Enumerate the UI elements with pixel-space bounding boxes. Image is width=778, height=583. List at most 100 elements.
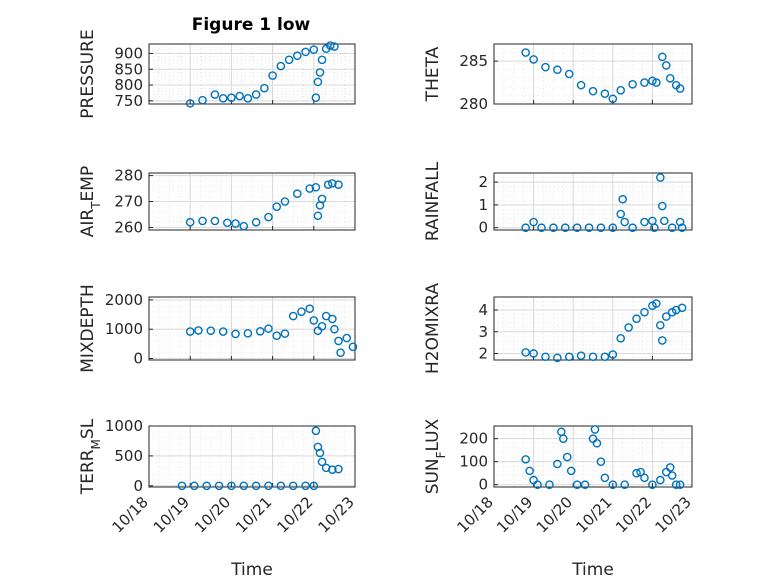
- data-point: [588, 86, 598, 96]
- data-point: [202, 481, 211, 491]
- data-point: [656, 173, 665, 182]
- data-point: [243, 329, 253, 338]
- axes-box: [148, 43, 356, 105]
- data-point: [315, 448, 325, 458]
- data-point: [667, 471, 677, 480]
- data-point: [553, 65, 562, 75]
- y-axis-label: RAINFALL: [423, 161, 443, 241]
- data-point: [288, 481, 298, 491]
- x-tick-label: 10/22: [612, 493, 655, 536]
- data-point: [301, 47, 310, 57]
- data-point: [317, 55, 327, 65]
- data-point: [198, 95, 207, 105]
- data-point: [529, 217, 538, 227]
- data-point: [342, 333, 352, 343]
- data-point: [317, 457, 327, 467]
- data-point: [675, 217, 685, 227]
- data-point: [218, 327, 228, 336]
- data-point: [194, 326, 203, 335]
- data-point: [608, 350, 618, 359]
- x-tick-label: 10/21: [232, 493, 275, 536]
- data-point: [600, 473, 610, 483]
- data-point: [313, 211, 323, 221]
- data-point: [264, 324, 273, 333]
- y-axis-label: MIXDEPTH: [78, 284, 98, 373]
- data-point: [580, 480, 590, 489]
- data-point: [564, 352, 574, 362]
- data-point: [177, 481, 187, 491]
- data-point: [592, 438, 602, 448]
- data-point: [620, 217, 629, 227]
- data-point: [572, 480, 582, 489]
- y-tick-label: 280: [114, 167, 143, 185]
- x-tick-label: 10/20: [533, 493, 576, 536]
- data-point: [675, 480, 685, 489]
- data-point: [640, 217, 649, 227]
- data-point: [297, 307, 306, 316]
- data-point: [328, 465, 337, 474]
- data-point: [553, 353, 562, 363]
- x-tick-label: 10/20: [191, 493, 234, 536]
- data-point: [600, 352, 610, 362]
- data-point: [665, 73, 675, 83]
- data-point: [608, 94, 618, 104]
- data-point: [656, 475, 665, 485]
- data-point: [227, 481, 236, 491]
- data-point: [190, 481, 199, 491]
- data-point: [305, 304, 314, 314]
- data-point: [525, 466, 534, 476]
- data-point: [210, 216, 220, 226]
- data-point: [652, 78, 661, 87]
- data-point: [272, 202, 282, 211]
- data-point: [667, 223, 677, 233]
- y-tick-label: 850: [114, 60, 143, 78]
- data-point: [288, 311, 298, 321]
- data-point: [330, 324, 339, 334]
- x-tick-label: 10/22: [273, 493, 316, 536]
- data-point: [661, 312, 671, 321]
- data-point: [616, 333, 626, 343]
- data-point: [671, 480, 681, 489]
- data-point: [334, 464, 343, 474]
- data-point: [311, 426, 321, 436]
- data-point: [560, 223, 570, 233]
- y-axis-label: THETA: [423, 46, 443, 102]
- data-point: [652, 299, 661, 308]
- data-point: [222, 218, 232, 228]
- data-point: [648, 76, 657, 86]
- subplot-6: 2 3 4 H2OMIXRA: [423, 283, 693, 374]
- y-tick-label: 285: [459, 52, 488, 70]
- data-point: [185, 99, 195, 108]
- data-point: [280, 197, 290, 206]
- data-point: [251, 217, 261, 227]
- data-point: [596, 223, 606, 233]
- data-point: [564, 69, 574, 79]
- data-point: [566, 466, 576, 476]
- data-point: [521, 223, 530, 233]
- data-point: [231, 219, 240, 228]
- data-point: [330, 42, 339, 51]
- data-point: [659, 216, 669, 226]
- data-point: [541, 352, 550, 362]
- y-axis-label: SUNFLUX: [423, 418, 448, 494]
- data-point: [210, 90, 220, 99]
- data-point: [260, 83, 269, 93]
- data-point: [632, 468, 641, 478]
- data-point: [309, 45, 319, 54]
- data-point: [632, 314, 641, 324]
- data-point: [268, 71, 277, 80]
- data-point: [658, 336, 667, 345]
- data-point: [590, 425, 600, 434]
- data-point: [251, 481, 261, 491]
- data-point: [227, 93, 236, 102]
- data-point: [235, 91, 244, 101]
- data-point: [608, 223, 618, 233]
- y-axis-label: H2OMIXRA: [423, 283, 443, 374]
- data-point: [293, 51, 302, 60]
- data-point: [576, 351, 586, 360]
- data-point: [214, 481, 224, 491]
- y-tick-label: 0: [133, 350, 143, 368]
